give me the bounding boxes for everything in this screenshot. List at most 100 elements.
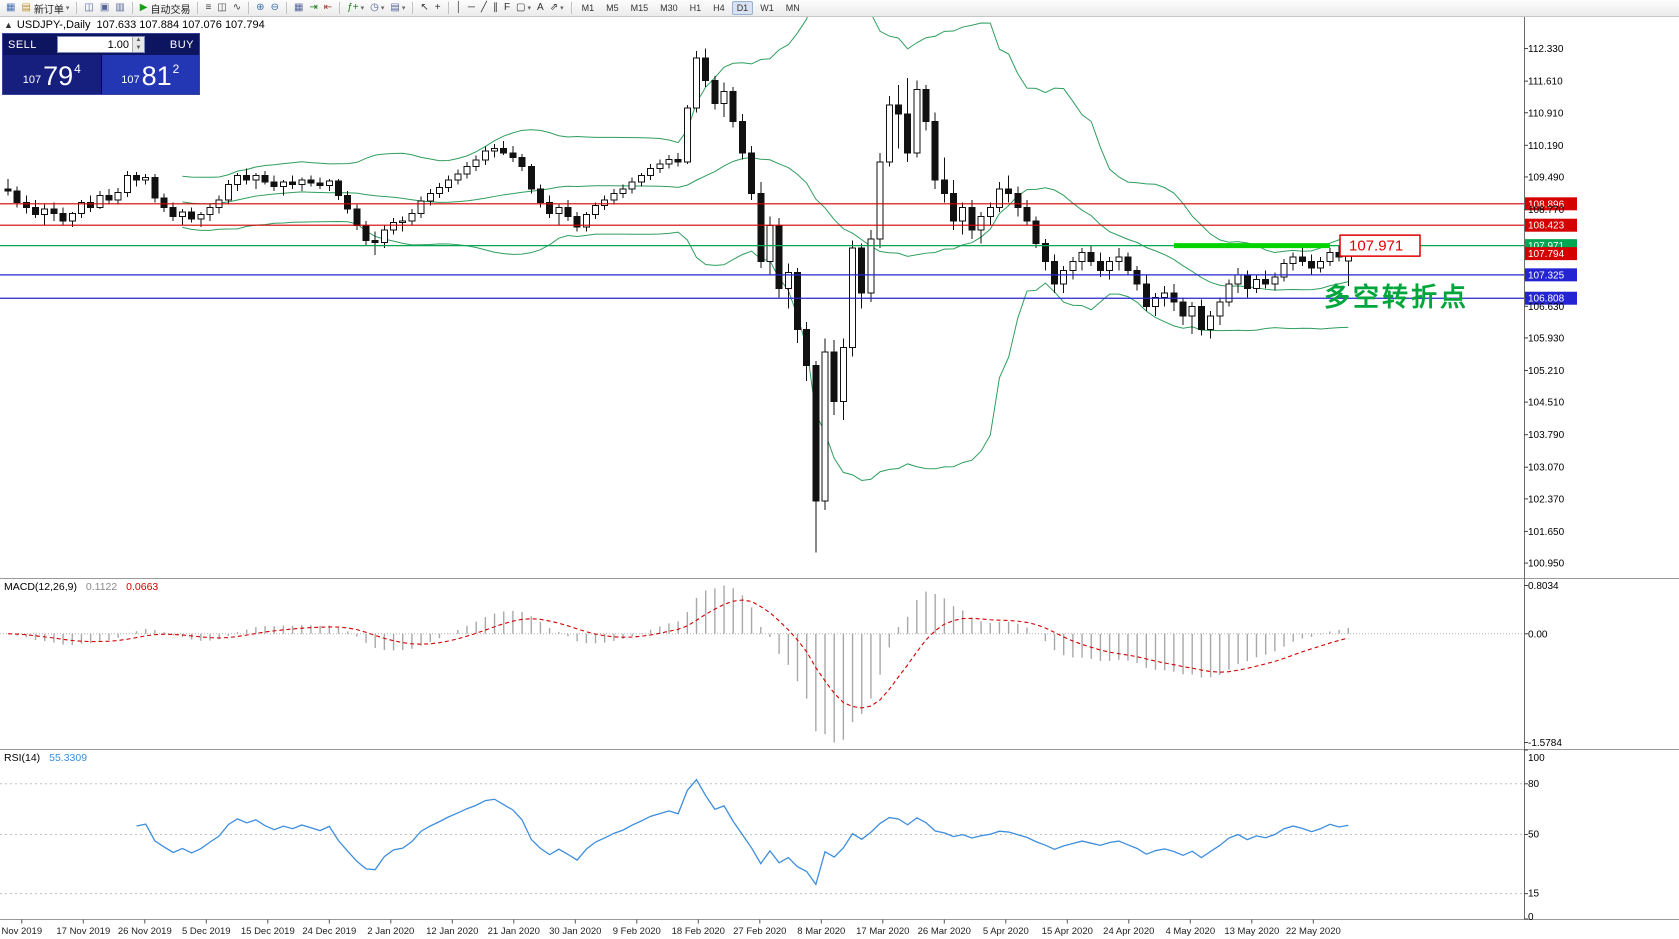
channel-button[interactable]: ∥ <box>490 1 501 15</box>
terminal-button[interactable]: ▥ <box>112 1 127 15</box>
svg-text:8 Mar 2020: 8 Mar 2020 <box>797 926 845 937</box>
rsi-line <box>136 778 1349 886</box>
timeframe-m30-button[interactable]: M30 <box>660 3 678 13</box>
channel-icon: ∥ <box>492 2 498 13</box>
svg-text:26 Nov 2019: 26 Nov 2019 <box>118 926 172 937</box>
tile-windows-button[interactable]: ▦ <box>291 1 306 15</box>
turning-point-annotation[interactable]: 多空转折点 <box>1324 282 1469 312</box>
svg-text:18 Feb 2020: 18 Feb 2020 <box>672 926 725 937</box>
svg-text:5 Dec 2019: 5 Dec 2019 <box>182 926 231 937</box>
zoom-in-button[interactable]: ⊕ <box>253 1 267 15</box>
timeframe-m5-button[interactable]: M5 <box>606 3 619 13</box>
caret-down-icon: ▾ <box>560 5 564 12</box>
chart-shift-button[interactable]: ⇤ <box>321 1 335 15</box>
bar-chart-button[interactable]: ≡ <box>202 1 214 15</box>
crosshair-button[interactable]: + <box>432 1 444 15</box>
svg-text:107.794: 107.794 <box>1528 249 1565 260</box>
svg-text:17 Nov 2019: 17 Nov 2019 <box>56 926 110 937</box>
candlestick-chart-button[interactable]: ◫ <box>214 1 229 15</box>
price-callout[interactable]: 107.971 <box>1339 234 1421 257</box>
panel-frame <box>0 16 1679 920</box>
volume-value[interactable]: 1.00 <box>107 38 129 51</box>
bollinger-bands <box>182 0 1349 481</box>
chart-window-button[interactable]: ▦ <box>3 1 18 15</box>
svg-text:101.650: 101.650 <box>1528 527 1565 538</box>
arrows-button[interactable]: ⇗ ▾ <box>547 1 567 15</box>
main-toolbar: ▦ ▤ 新订单 ▾ ◫ ▣ ▥ ▶ 自动交易 ≡ ◫ ∿ ⊕ ⊖ ▦ ⇥ ⇤ ƒ+ ▾ ◷ ▾ ▤ ▾ ↖ + │ ─ ╱ ∥ F ▢ ▾ A ⇗… <box>0 0 1679 17</box>
one-click-collapse-icon[interactable]: ▲ <box>4 20 13 30</box>
toolbar-separator <box>197 2 199 14</box>
macd-signal-line <box>7 599 1349 709</box>
zoom-in-icon: ⊕ <box>256 2 265 13</box>
timeframe-h4-button[interactable]: H4 <box>713 3 725 13</box>
templates-button[interactable]: ▤ ▾ <box>387 1 408 15</box>
svg-text:4 May 2020: 4 May 2020 <box>1165 926 1215 937</box>
timeframe-h1-button[interactable]: H1 <box>689 3 702 13</box>
svg-text:100: 100 <box>1528 753 1545 764</box>
auto-trading-button-label: 自动交易 <box>150 4 191 16</box>
svg-text:13 May 2020: 13 May 2020 <box>1224 926 1279 937</box>
buy-button[interactable]: 107 81 2 <box>100 55 199 94</box>
sell-label: SELL <box>8 38 37 51</box>
market-watch-button[interactable]: ◫ <box>81 1 96 15</box>
auto-scroll-button[interactable]: ⇥ <box>306 1 320 15</box>
data-window-button[interactable]: ▣ <box>97 1 112 15</box>
macd-axis: 0.8034 0.00 -1.5784 <box>1524 581 1562 749</box>
auto-trading-button[interactable]: ▶ 自动交易 <box>137 1 194 16</box>
rsi-levels <box>0 783 1524 895</box>
svg-text:27 Feb 2020: 27 Feb 2020 <box>733 926 786 937</box>
svg-text:112.330: 112.330 <box>1528 44 1564 55</box>
caret-down-icon: ▾ <box>401 5 406 12</box>
horizontal-line-button[interactable]: ─ <box>465 1 478 15</box>
timeframe-m15-button[interactable]: M15 <box>630 3 649 13</box>
vertical-line-icon: │ <box>455 2 462 13</box>
timeframe-m1-button[interactable]: M1 <box>581 3 595 13</box>
new-order-button[interactable]: ▤ 新订单 ▾ <box>18 1 72 16</box>
zoom-out-icon: ⊖ <box>270 2 279 13</box>
svg-text:24 Dec 2019: 24 Dec 2019 <box>302 926 356 937</box>
svg-text:0.8034: 0.8034 <box>1528 581 1559 592</box>
svg-text:30 Jan 2020: 30 Jan 2020 <box>549 926 601 937</box>
svg-text:104.510: 104.510 <box>1528 398 1565 409</box>
cursor-icon: ↖ <box>420 2 429 13</box>
svg-text:107.971: 107.971 <box>1349 238 1403 255</box>
market-watch-icon: ◫ <box>84 2 94 13</box>
periods-button[interactable]: ◷ ▾ <box>367 1 387 15</box>
svg-text:103.070: 103.070 <box>1528 463 1565 474</box>
toolbar-separator <box>339 2 341 14</box>
caret-down-icon: ▾ <box>65 5 70 12</box>
text-label-button[interactable]: A <box>534 1 547 15</box>
auto-scroll-icon: ⇥ <box>309 2 318 13</box>
timeframe-d1-button[interactable]: D1 <box>731 1 754 15</box>
sell-button[interactable]: 107 79 4 <box>3 55 101 94</box>
shapes-button[interactable]: ▢ ▾ <box>513 1 534 15</box>
line-chart-icon: ∿ <box>232 2 242 13</box>
caret-down-icon: ▾ <box>360 5 365 12</box>
auto-trading-icon: ▶ <box>139 2 148 13</box>
macd-signal-value: 0.0663 <box>126 581 159 593</box>
timeframe-mn-button[interactable]: MN <box>785 3 800 13</box>
templates-icon: ▤ <box>390 2 400 13</box>
cursor-button[interactable]: ↖ <box>417 1 431 15</box>
rsi-axis: 100 80 50 15 0 <box>1524 749 1545 923</box>
volume-input[interactable]: 1.00 ▲ ▼ <box>57 36 145 53</box>
timeframe-w1-button[interactable]: W1 <box>760 3 774 13</box>
svg-text:105.210: 105.210 <box>1528 366 1565 377</box>
arrows-icon: ⇗ <box>549 2 559 13</box>
svg-text:106.630: 106.630 <box>1528 302 1565 313</box>
svg-text:110.910: 110.910 <box>1528 108 1564 119</box>
chart-shift-icon: ⇤ <box>323 2 333 13</box>
volume-up-icon[interactable]: ▲ <box>133 37 144 45</box>
svg-text:15 Dec 2019: 15 Dec 2019 <box>241 926 295 937</box>
fibonacci-button[interactable]: F <box>501 1 513 15</box>
indicators-button[interactable]: ƒ+ ▾ <box>344 1 367 15</box>
one-click-trading-panel: SELL 1.00 ▲ ▼ BUY 107 79 4 107 81 2 <box>2 33 200 95</box>
vertical-line-button[interactable]: │ <box>453 1 465 15</box>
volume-down-icon[interactable]: ▼ <box>133 44 144 52</box>
time-axis[interactable]: Nov 2019 17 Nov 2019 26 Nov 2019 5 Dec 2019… <box>1 919 1341 938</box>
tile-windows-icon: ▦ <box>293 2 304 13</box>
line-chart-button[interactable]: ∿ <box>230 1 244 15</box>
trendline-button[interactable]: ╱ <box>478 1 490 15</box>
zoom-out-button[interactable]: ⊖ <box>268 1 282 15</box>
